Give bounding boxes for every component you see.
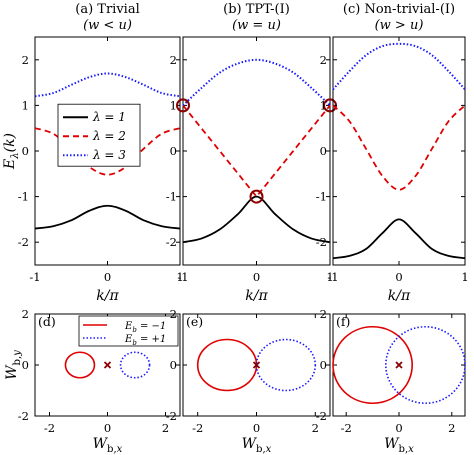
panel-b-degeneracy-marker	[249, 189, 264, 204]
panel-e-circle-2	[255, 338, 317, 392]
panel-c-ytick-label: -1	[316, 190, 327, 204]
panel-d-circle-1	[64, 351, 96, 379]
panel-a-ytick-label: 2	[22, 53, 29, 67]
panel-f-origin-cross	[395, 361, 403, 369]
panel-b-ytick-label: -2	[166, 235, 177, 249]
panel-f-ytick-label: 2	[320, 307, 327, 321]
panel-e-xtick-label: 2	[312, 421, 319, 435]
panel-c-title: (c) Non-trivial-(I)	[343, 2, 455, 17]
panel-a-ytick-label: -1	[18, 190, 29, 204]
panel-e-xtick-label: 0	[253, 421, 260, 435]
panel-b-subtitle: (w = u)	[232, 18, 281, 33]
panel-c-xlabel: k/π	[388, 288, 411, 304]
panel-b-xlabel: k/π	[245, 288, 268, 304]
panel-e-ytick-label: 0	[170, 358, 177, 372]
panel-e: -2 0 2-202 (e)Wb,x	[166, 307, 331, 455]
panel-e-origin-cross	[252, 361, 261, 369]
panel-b-degeneracy-marker	[176, 98, 190, 113]
panel-b-xtick-label: 1	[326, 270, 333, 284]
panel-f-circle-2	[384, 325, 466, 405]
panel-c-xtick-label: -1	[327, 270, 338, 284]
panel-c-ytick-label: -2	[316, 235, 327, 249]
legend-label-3: λ = 3	[92, 148, 126, 162]
legend-box	[57, 103, 141, 167]
panel-e-circle-1	[196, 338, 258, 392]
panel-c-ytick-label: 0	[320, 144, 327, 158]
panel-d-xtick-label: 2	[162, 421, 169, 435]
panel-b-series-1	[182, 195, 331, 244]
panel-f-xtick-label: 2	[448, 421, 455, 435]
panel-a-series-3	[34, 72, 181, 98]
panel-d-ytick-label: -2	[18, 409, 29, 423]
panel-c-frame	[332, 36, 466, 266]
panel-e-xtick-label: -2	[192, 421, 203, 435]
panel-a-xtick-label: 1	[176, 270, 183, 284]
panel-d-ytick-label: 2	[22, 307, 29, 321]
panel-f-ytick-label: 0	[320, 358, 327, 372]
legend-bottom-label-1: Eb = −1	[124, 321, 166, 334]
panel-f-xtick-label: -2	[341, 421, 352, 435]
panel-f-xtick-label: 0	[395, 421, 402, 435]
panel-b-series-2	[182, 104, 331, 199]
panel-b-series-3	[182, 58, 331, 107]
panel-b-ytick-label: 2	[170, 53, 177, 67]
panel-a-xtick-label: -1	[29, 270, 40, 284]
top-ylabel: Eλ(k)	[2, 133, 21, 170]
panel-b-ytick-label: 0	[170, 144, 177, 158]
legend-label-2: λ = 2	[92, 129, 126, 143]
panel-e-ytick-label: 2	[170, 307, 177, 321]
panel-a-title: (a) Trivial	[75, 2, 139, 17]
panel-a-ytick-label: -2	[18, 235, 29, 249]
panel-d-title: (d)	[38, 314, 56, 329]
panel-e-title: (e)	[186, 314, 203, 329]
legend-label-1: λ = 1	[92, 110, 126, 124]
legend-box-bottom	[78, 315, 179, 347]
panel-c-series-1	[332, 218, 466, 260]
panel-c: -1 0 1 -2 -1 0 1 2 (c) Non-trivial-(I)(w > u) k/π	[316, 2, 469, 304]
panel-d-origin-cross	[103, 361, 112, 369]
panel-f: -2 0 2 -2 0 2 (f) Wb,x	[316, 307, 466, 455]
panel-f-ytick-label: -2	[316, 409, 327, 423]
panel-f-circle-1	[332, 325, 413, 405]
panel-c-ytick-label: 2	[320, 53, 327, 67]
panel-f-title: (f)	[336, 314, 350, 329]
panel-a-ytick-label: 1	[22, 98, 29, 112]
bottom-ylabel: Wb,y	[4, 350, 23, 380]
panel-b-ytick-label: -1	[166, 190, 177, 204]
panel-c-subtitle: (w > u)	[375, 18, 424, 33]
panel-c-xtick-label: 0	[395, 270, 402, 284]
panel-b-title: (b) TPT-(I)	[223, 2, 290, 17]
panel-d-xtick-label: -2	[44, 421, 55, 435]
panel-b-xtick-label: 0	[253, 270, 260, 284]
panel-d-ytick-label: 0	[22, 358, 29, 372]
panel-d: -2 0 2-202 (d) Eb = −1Eb = +1Wb,x	[18, 307, 181, 455]
panel-c-xtick-label: 1	[461, 270, 468, 284]
panel-a-series-1	[34, 204, 181, 230]
panel-d-xlabel: Wb,x	[93, 436, 123, 455]
panel-a-xlabel: k/π	[96, 288, 119, 304]
panel-c-ytick-label: 1	[320, 98, 327, 112]
panel-a-ytick-label: 0	[22, 144, 29, 158]
panel-d-xtick-label: 0	[104, 421, 111, 435]
panel-c-series-3	[332, 42, 466, 91]
panel-a-xtick-label: 0	[104, 270, 111, 284]
panel-a-subtitle: (w < u)	[83, 18, 132, 33]
panel-c-series-2	[332, 104, 466, 191]
panel-e-xlabel: Wb,x	[242, 436, 272, 455]
legend-bottom-label-2: Eb = +1	[124, 334, 166, 347]
panel-b-frame	[182, 36, 331, 266]
panel-b: -1 0 1 -2 -1 0 1 2 (b) TPT-(I)(w = u) k/π	[166, 2, 337, 304]
panel-d-circle-2	[119, 351, 151, 379]
panel-e-ytick-label: -2	[166, 409, 177, 423]
panel-a: -1 0 1 -2 -1 0 1 2 (a) Trivial(w < u) λ = 1 λ = 2 λ…	[18, 2, 184, 304]
panel-f-xlabel: Wb,x	[384, 436, 414, 455]
panel-b-xtick-label: -1	[177, 270, 188, 284]
panel-b-ytick-label: 1	[170, 98, 177, 112]
